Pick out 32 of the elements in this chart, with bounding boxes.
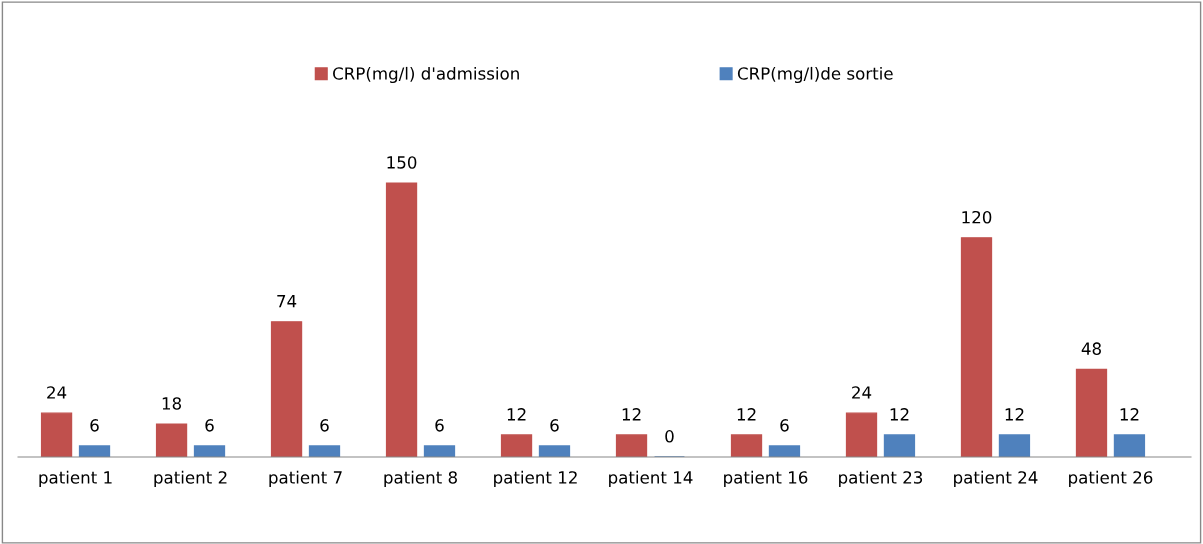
data-label: 6	[435, 419, 444, 432]
data-label: 24	[852, 386, 872, 399]
x-tick-label: patient 1	[39, 470, 112, 487]
x-tick-label: patient 12	[494, 470, 577, 487]
legend-label: CRP(mg/l) d'admission	[333, 66, 519, 84]
data-label: 6	[205, 419, 214, 432]
x-tick-label: patient 14	[609, 470, 693, 487]
data-label: 12	[622, 408, 641, 421]
data-label: 12	[1120, 408, 1139, 421]
data-label: 120	[962, 210, 992, 224]
data-label: 6	[320, 419, 329, 432]
data-label: 0	[665, 430, 674, 443]
x-tick-label: patient 8	[384, 470, 457, 487]
data-label: 12	[890, 408, 909, 421]
x-tick-label: patient 23	[839, 470, 923, 487]
data-label: 24	[47, 386, 67, 399]
data-label: 150	[387, 156, 417, 169]
x-tick-label: patient 24	[954, 470, 1038, 487]
data-label: 48	[1081, 342, 1101, 355]
data-label: 6	[90, 419, 99, 432]
data-label: 6	[550, 419, 559, 432]
data-label: 12	[737, 408, 756, 421]
data-label: 6	[780, 419, 789, 432]
x-tick-label: patient 2	[154, 470, 227, 487]
x-tick-label: patient 7	[269, 470, 342, 487]
x-tick-label: patient 26	[1069, 470, 1153, 487]
legend-label: CRP(mg/l)de sortie	[737, 66, 893, 84]
data-label: 12	[1005, 408, 1024, 421]
data-label: 74	[277, 295, 297, 308]
data-label: 18	[162, 397, 182, 410]
x-tick-label: patient 16	[724, 470, 808, 487]
data-label: 12	[507, 408, 526, 421]
